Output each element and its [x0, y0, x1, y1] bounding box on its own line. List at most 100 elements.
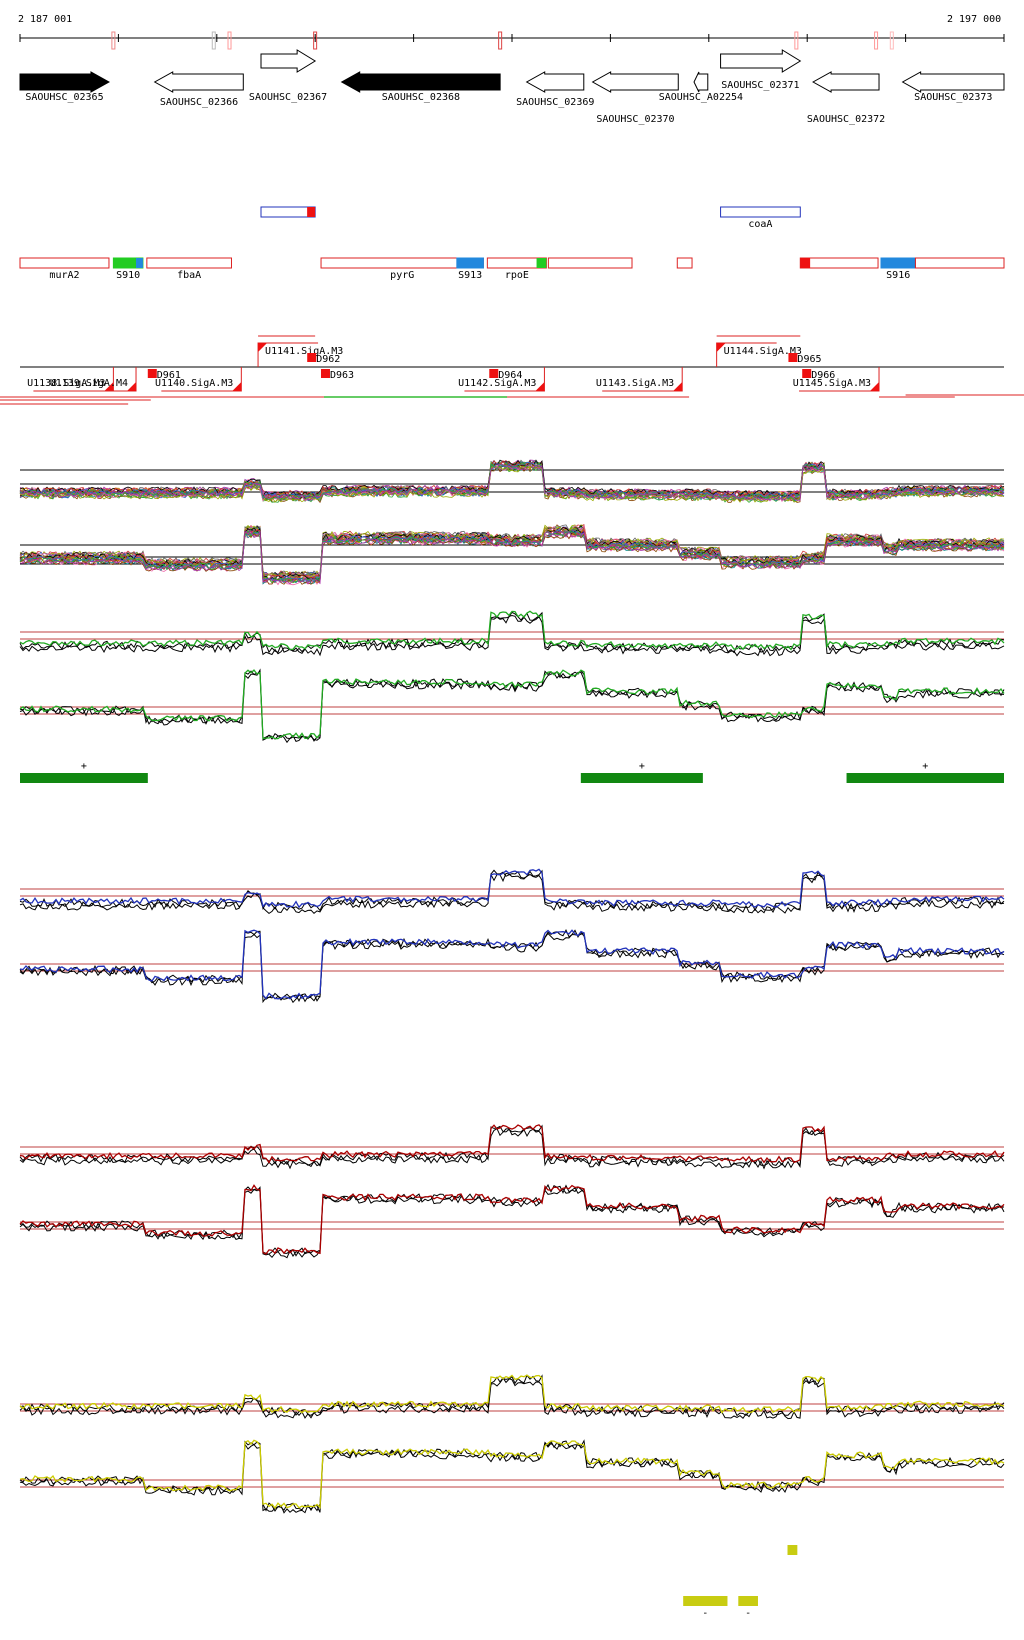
segment-label: -	[702, 1608, 708, 1619]
promoter-label: U1142.SigA.M3	[458, 378, 536, 389]
segment-bar	[580, 773, 703, 783]
terminator-mark	[788, 353, 798, 362]
region-label: fbaA	[177, 270, 201, 281]
region-label: coaA	[748, 219, 772, 230]
region-box	[880, 257, 916, 269]
promoter-flag	[104, 382, 114, 391]
promoter-flag	[258, 343, 268, 352]
segment-label: +	[639, 761, 645, 772]
expression-line	[19, 525, 1005, 578]
promoter-flag	[232, 382, 242, 391]
ruler-feature-mark	[111, 31, 116, 50]
signal-line-black	[19, 872, 1005, 915]
expression-line	[19, 462, 1005, 500]
signal-line-colored	[19, 868, 1005, 909]
signal-line-black	[19, 611, 1005, 654]
gene-label: SAOUHSC_02367	[249, 92, 327, 103]
gene-arrow	[19, 71, 110, 93]
promoter-track: U1141.SigA.M3 U1144.SigA.M3U1138.SigA.M3U…	[0, 335, 1024, 405]
gene-label: SAOUHSC_A02254	[659, 92, 743, 103]
signal-line-black	[19, 1374, 1005, 1417]
signal-line-black	[19, 671, 1005, 744]
gene-arrow	[812, 71, 880, 93]
region-label: murA2	[49, 270, 79, 281]
expression-line	[19, 530, 1005, 584]
region-box	[914, 257, 1005, 269]
promoter-flag	[535, 382, 545, 391]
terminator-label: D965	[797, 354, 821, 365]
expression-line	[19, 463, 1005, 501]
gene-arrow	[525, 71, 585, 93]
region-track-upper: coaA	[260, 206, 801, 230]
yellow-tiling-track	[19, 1374, 1005, 1514]
region-label: S910	[116, 270, 140, 281]
segment-label: -	[745, 1608, 751, 1619]
promoter-flag	[673, 382, 683, 391]
ruler-feature-mark	[794, 31, 799, 50]
promoter-flag	[716, 343, 726, 352]
region-box	[547, 257, 633, 269]
signal-line-black	[19, 931, 1005, 1004]
promoter-flag	[870, 382, 880, 391]
region-segment	[536, 258, 547, 268]
signal-line-black	[19, 1439, 1005, 1512]
ruler-feature-mark	[313, 31, 318, 50]
region-tip	[307, 207, 316, 217]
gene-label: SAOUHSC_02372	[807, 114, 885, 125]
region-box	[146, 257, 232, 269]
region-label: rpoE	[505, 270, 529, 281]
signal-line-black	[19, 614, 1005, 657]
gene-track: SAOUHSC_02365 SAOUHSC_02366 SAOUHSC_02367 S…	[19, 49, 1005, 125]
signal-line-colored	[19, 610, 1005, 651]
gene-label: SAOUHSC_02370	[596, 114, 674, 125]
green-tiling-track	[19, 610, 1005, 744]
promoter-label: U1139.SigA.M4	[50, 378, 128, 389]
signal-line-colored	[19, 669, 1005, 740]
segment-bar	[20, 773, 148, 783]
gene-arrow	[720, 49, 802, 73]
signal-line-black	[19, 1127, 1005, 1170]
ruler-feature-mark	[211, 31, 216, 50]
promoter-label: U1143.SigA.M3	[596, 378, 674, 389]
promoter-label: U1138.SigA.M3	[27, 378, 105, 389]
signal-line-black	[19, 1124, 1005, 1167]
expression-line	[19, 460, 1005, 498]
signal-line-colored	[19, 1439, 1005, 1510]
region-segment	[136, 258, 143, 268]
segment-bar	[787, 1545, 798, 1555]
promoter-label: U1145.SigA.M3	[793, 378, 871, 389]
region-segment	[800, 258, 811, 268]
gene-arrow	[591, 71, 679, 93]
expression-line	[19, 530, 1005, 585]
terminator-mark	[802, 369, 812, 378]
end-coordinate: 2 197 000	[947, 14, 1001, 25]
segment-bar	[738, 1596, 758, 1606]
yellow-segment-track: --	[683, 1545, 798, 1619]
ruler-feature-mark	[874, 31, 879, 50]
start-coordinate: 2 187 001	[18, 14, 72, 25]
region-box	[19, 257, 110, 269]
terminator-mark	[307, 353, 317, 362]
terminator-label: D962	[316, 354, 340, 365]
terminator-label: D964	[498, 370, 522, 381]
signal-line-black	[19, 928, 1005, 1003]
gene-arrow	[153, 71, 244, 93]
promoter-label: U1141.SigA.M3	[265, 346, 343, 357]
ruler-ticks	[19, 31, 1005, 50]
gene-label: SAOUHSC_02371	[721, 80, 799, 91]
region-box	[799, 257, 879, 269]
ruler-feature-mark	[498, 31, 503, 50]
gene-label: SAOUHSC_02373	[914, 92, 992, 103]
coordinate-ruler: 2 187 001 2 197 000	[18, 14, 1005, 50]
gene-arrow	[260, 49, 317, 73]
terminator-mark	[147, 369, 157, 378]
expression-line	[19, 528, 1005, 582]
blue-tiling-track	[19, 868, 1005, 1004]
expression-line	[19, 532, 1005, 585]
expression-line	[19, 525, 1005, 579]
region-box	[456, 257, 484, 269]
segment-label: +	[81, 761, 87, 772]
region-label: pyrG	[390, 270, 414, 281]
red-tiling-track	[19, 1124, 1005, 1259]
